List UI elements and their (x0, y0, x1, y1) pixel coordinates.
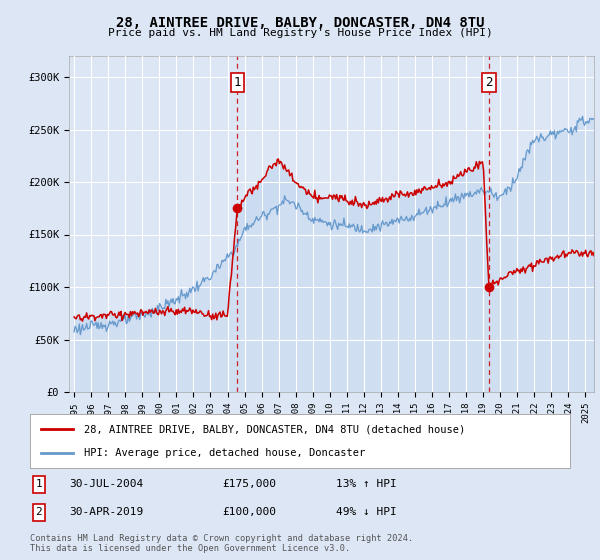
Text: £175,000: £175,000 (222, 479, 276, 489)
Text: 2: 2 (35, 507, 43, 517)
Text: 1: 1 (35, 479, 43, 489)
Text: £100,000: £100,000 (222, 507, 276, 517)
Text: 2: 2 (485, 76, 493, 88)
Text: 1: 1 (233, 76, 241, 88)
Text: 13% ↑ HPI: 13% ↑ HPI (336, 479, 397, 489)
Text: 28, AINTREE DRIVE, BALBY, DONCASTER, DN4 8TU (detached house): 28, AINTREE DRIVE, BALBY, DONCASTER, DN4… (84, 424, 465, 435)
Text: 30-APR-2019: 30-APR-2019 (69, 507, 143, 517)
Text: Contains HM Land Registry data © Crown copyright and database right 2024.
This d: Contains HM Land Registry data © Crown c… (30, 534, 413, 553)
Text: 30-JUL-2004: 30-JUL-2004 (69, 479, 143, 489)
Text: Price paid vs. HM Land Registry's House Price Index (HPI): Price paid vs. HM Land Registry's House … (107, 28, 493, 38)
Text: 49% ↓ HPI: 49% ↓ HPI (336, 507, 397, 517)
Text: 28, AINTREE DRIVE, BALBY, DONCASTER, DN4 8TU: 28, AINTREE DRIVE, BALBY, DONCASTER, DN4… (116, 16, 484, 30)
Text: HPI: Average price, detached house, Doncaster: HPI: Average price, detached house, Donc… (84, 447, 365, 458)
